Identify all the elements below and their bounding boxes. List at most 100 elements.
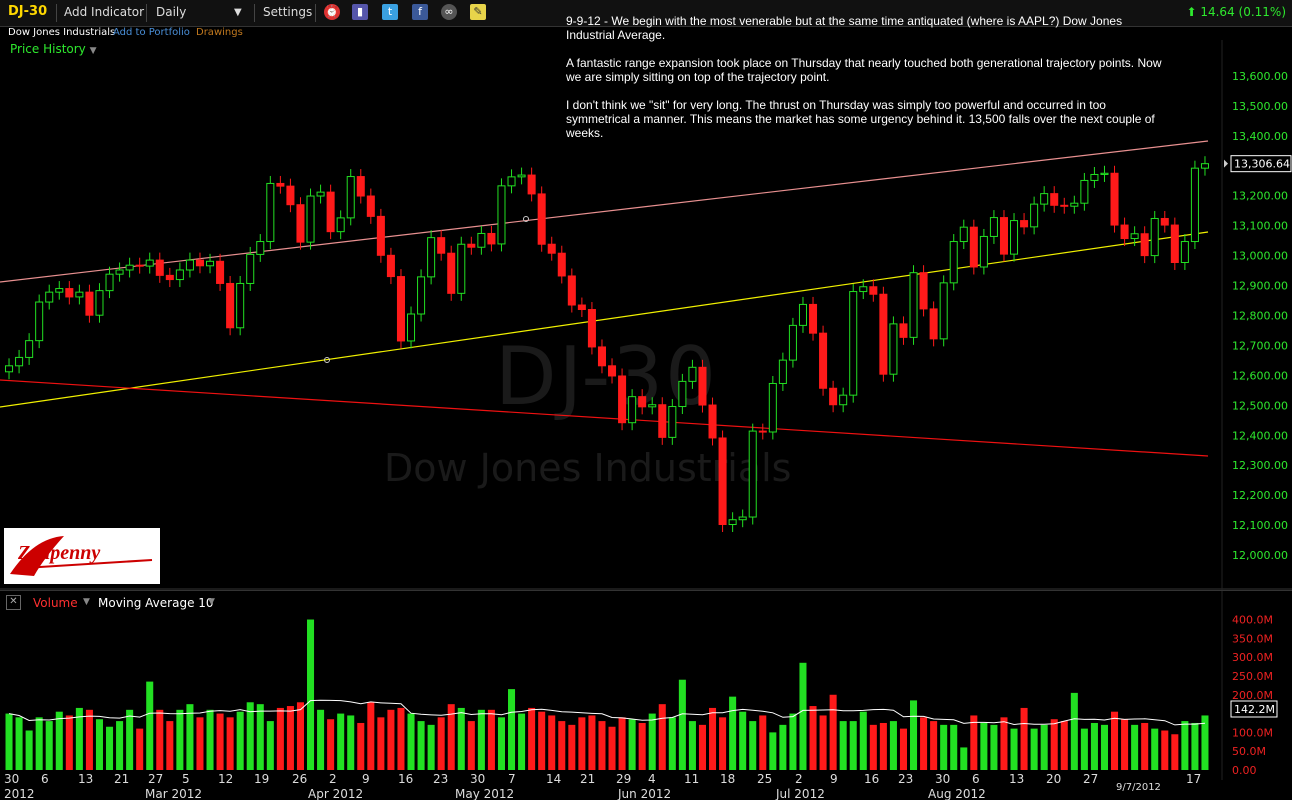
candle xyxy=(256,241,265,255)
settings-button[interactable]: Settings xyxy=(263,5,313,19)
drawings-link[interactable]: Drawings xyxy=(196,27,243,38)
volume-bar xyxy=(729,696,737,770)
candle xyxy=(366,195,375,217)
volume-bar xyxy=(709,707,717,770)
volume-bar xyxy=(226,717,234,770)
candle xyxy=(758,430,767,433)
volume-header: ✕ Volume ▼ Moving Average 10 ▼ xyxy=(0,590,1292,613)
price-change-value: 14.64 (0.11%) xyxy=(1200,5,1286,19)
candle xyxy=(316,191,325,197)
candle xyxy=(15,356,24,367)
chevron-down-icon[interactable]: ▼ xyxy=(234,7,242,18)
candle xyxy=(417,276,426,315)
candle xyxy=(648,404,657,408)
up-arrow-icon: ⬆ xyxy=(1186,5,1197,19)
volume-label[interactable]: Volume xyxy=(33,596,78,610)
price-axis-label: 13,600.00 xyxy=(1232,70,1288,83)
volume-axis-label: 200.0M xyxy=(1232,689,1273,702)
date-axis-label: 23 xyxy=(898,772,913,786)
volume-bar xyxy=(910,700,918,770)
date-axis-label: 9 xyxy=(830,772,838,786)
volume-bar xyxy=(347,715,355,770)
candle xyxy=(1010,220,1019,255)
candle xyxy=(1130,233,1139,240)
interval-select[interactable]: Daily xyxy=(156,5,187,19)
candle xyxy=(226,282,235,329)
candle xyxy=(577,304,586,311)
candle xyxy=(798,303,807,326)
candle xyxy=(396,276,405,342)
volume-bar xyxy=(688,721,696,770)
candle xyxy=(839,394,848,406)
candle xyxy=(115,269,124,275)
volume-bar xyxy=(186,704,194,770)
note-icon[interactable]: ✎ xyxy=(470,4,486,20)
volume-bar xyxy=(829,694,837,770)
commentary-paragraph: A fantastic range expansion took place o… xyxy=(566,56,1162,84)
volume-moving-average xyxy=(8,699,1206,726)
book-icon[interactable]: ▮ xyxy=(352,4,368,20)
trendline-anchor xyxy=(324,357,330,363)
volume-bar xyxy=(970,715,978,770)
candle xyxy=(35,301,44,342)
date-axis-label: 18 xyxy=(720,772,735,786)
twitter-icon[interactable]: t xyxy=(382,4,398,20)
candle xyxy=(75,291,84,298)
price-history-label[interactable]: Price History ▼ xyxy=(10,42,97,56)
volume-bar xyxy=(528,707,536,770)
candle xyxy=(437,237,446,254)
candle xyxy=(1190,167,1199,243)
chevron-down-icon[interactable]: ▼ xyxy=(83,597,90,607)
candle xyxy=(5,365,14,373)
volume-bar xyxy=(367,702,375,770)
chevron-down-icon[interactable]: ▼ xyxy=(89,46,97,56)
commentary: 9-9-12 - We begin with the most venerabl… xyxy=(566,14,1166,154)
volume-bar xyxy=(286,706,294,770)
candle xyxy=(175,269,184,281)
volume-bar xyxy=(698,724,706,770)
volume-axis-label: 0.00 xyxy=(1232,764,1257,777)
candle xyxy=(1100,172,1109,175)
close-icon[interactable]: ✕ xyxy=(6,595,21,610)
add-indicator-button[interactable]: Add Indicator xyxy=(64,5,145,19)
candle xyxy=(246,253,255,284)
middle-trendline xyxy=(0,231,1209,408)
date-axis-label: 29 xyxy=(616,772,631,786)
volume-bar xyxy=(266,721,274,770)
volume-bar xyxy=(25,730,33,770)
glasses-icon[interactable]: ∞ xyxy=(441,4,457,20)
volume-bar xyxy=(256,704,264,770)
month-axis-label: Mar 2012 xyxy=(145,787,202,800)
volume-bar xyxy=(1010,728,1018,770)
candle xyxy=(909,272,918,338)
candle xyxy=(537,193,546,245)
volume-bar xyxy=(387,709,395,770)
add-to-portfolio-link[interactable]: Add to Portfolio xyxy=(113,27,190,38)
volume-bar xyxy=(15,717,23,770)
volume-bar xyxy=(126,709,134,770)
candle xyxy=(55,288,64,293)
facebook-icon[interactable]: f xyxy=(412,4,428,20)
candle xyxy=(587,309,596,348)
chevron-down-icon[interactable]: ▼ xyxy=(208,597,215,607)
alarm-clock-icon[interactable]: ⏰ xyxy=(324,4,340,20)
candle xyxy=(1030,203,1039,228)
volume-bar xyxy=(487,709,495,770)
candle xyxy=(407,313,416,342)
candle xyxy=(1120,224,1129,240)
candle xyxy=(788,324,797,361)
volume-bar xyxy=(1181,721,1189,770)
volume-bar xyxy=(789,713,797,770)
moving-average-label[interactable]: Moving Average 10 xyxy=(98,596,214,610)
symbol-field[interactable]: DJ-30 xyxy=(8,4,48,19)
volume-bar xyxy=(769,732,777,770)
volume-bar xyxy=(508,689,516,770)
volume-bar xyxy=(95,719,103,770)
candle xyxy=(467,243,476,248)
volume-bar xyxy=(1201,715,1209,770)
candle xyxy=(1140,233,1149,257)
volume-bar xyxy=(196,717,204,770)
volume-bar xyxy=(678,679,686,770)
candle xyxy=(447,252,456,294)
date-axis-label: 5 xyxy=(182,772,190,786)
